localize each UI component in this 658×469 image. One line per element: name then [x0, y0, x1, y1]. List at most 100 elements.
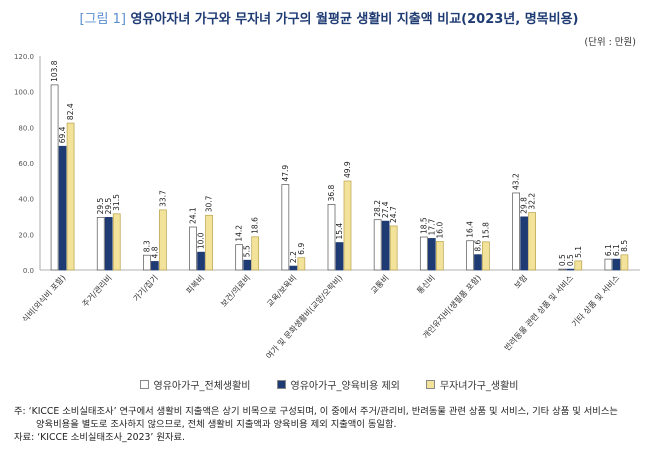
bar: [197, 251, 205, 271]
bar: [435, 241, 444, 271]
data-label: 29.5: [96, 197, 105, 214]
x-tick-label: 교통비: [369, 273, 390, 295]
unit-label: (단위 : 만원): [584, 37, 636, 48]
bar: [235, 244, 244, 271]
data-label: 29.5: [104, 197, 113, 214]
data-label: 30.7: [205, 195, 214, 212]
data-label: 49.9: [343, 161, 352, 178]
data-label: 82.4: [66, 103, 75, 120]
bar: [512, 192, 520, 271]
data-label: 6.9: [297, 243, 306, 255]
data-label: 6.1: [604, 244, 613, 256]
y-tick-label: 0.0: [23, 267, 34, 275]
bar: [335, 242, 344, 271]
data-label: 103.8: [50, 60, 59, 82]
footnote: 주: ‘KICCE 소비실태조사’ 연구에서 생활비 지출액은 상기 비목으로 …: [14, 405, 644, 444]
data-label: 31.5: [112, 194, 121, 211]
data-label: 18.5: [419, 217, 428, 234]
data-label: 0.5: [558, 254, 567, 266]
bar: [566, 268, 575, 271]
x-tick-label: 교육/보육비: [265, 273, 298, 308]
bar: [159, 209, 167, 271]
bar: [558, 268, 567, 271]
y-tick-label: 120.0: [14, 53, 34, 61]
data-label: 28.2: [373, 200, 382, 217]
data-label: 2.2: [289, 251, 298, 263]
bar: [604, 258, 613, 271]
data-label: 36.8: [327, 184, 336, 201]
data-label: 15.8: [481, 222, 490, 239]
bar: [419, 236, 428, 271]
bar: [104, 217, 113, 271]
data-label: 32.2: [528, 193, 537, 210]
bar: [427, 238, 436, 271]
bar: [520, 216, 528, 271]
bar: [243, 259, 252, 271]
x-tick-label: 식비(외식비 포함): [20, 273, 68, 325]
bar: [205, 214, 213, 271]
data-label: 15.4: [335, 223, 344, 240]
data-label: 47.9: [281, 165, 290, 182]
bar: [574, 260, 583, 271]
x-tick-label: 여가 및 문화생활비(교양/오락비): [264, 273, 345, 361]
legend-label-2: 영유아가구_양육비용 제외: [290, 381, 400, 392]
data-label: 14.2: [235, 225, 244, 242]
legend-item-2: 영유아가구_양육비용 제외: [276, 377, 400, 392]
data-label: 69.4: [58, 126, 67, 143]
data-label: 5.1: [574, 246, 583, 258]
y-tick-label: 80.0: [18, 124, 34, 132]
data-label: 6.1: [612, 244, 621, 256]
bar: [620, 254, 629, 271]
y-tick-label: 40.0: [18, 196, 34, 204]
figure-label: [그림 1]: [79, 12, 126, 27]
legend-item-3: 무자녀가구_생활비: [425, 377, 519, 392]
bar: [289, 265, 298, 271]
bar: [389, 225, 398, 271]
legend: 영유아가구_전체생활비 영유아가구_양육비용 제외 무자녀가구_생활비: [0, 377, 658, 392]
data-label: 16.0: [435, 222, 444, 239]
bar: [58, 145, 67, 271]
bar: [343, 180, 352, 271]
footnote-line-1: 주: ‘KICCE 소비실태조사’ 연구에서 생활비 지출액은 상기 비목으로 …: [14, 406, 618, 417]
bar: [143, 254, 151, 271]
bar: [96, 217, 105, 271]
y-tick-label: 20.0: [18, 231, 34, 239]
bar: [112, 213, 121, 271]
data-label: 29.8: [520, 197, 529, 214]
data-label: 27.4: [381, 201, 390, 218]
data-label: 24.7: [389, 206, 398, 223]
bar: [50, 84, 59, 271]
data-label: 0.5: [566, 254, 575, 266]
x-tick-label: 피복비: [185, 273, 206, 295]
bar: [373, 219, 382, 271]
bar: [189, 226, 197, 271]
bar: [466, 240, 474, 271]
source-line: 자료: ‘KICCE 소비실태조사_2023’ 원자료.: [14, 432, 185, 443]
chart-title: [그림 1] 영유아자녀 가구와 무자녀 가구의 월평균 생활비 지출액 비교(…: [0, 8, 658, 27]
legend-item-1: 영유아가구_전체생활비: [139, 377, 251, 392]
x-tick-label: 주거/관리비: [80, 273, 114, 309]
bar: [612, 258, 621, 271]
bar: [381, 220, 390, 271]
y-tick-label: 100.0: [14, 89, 34, 97]
data-label: 4.8: [150, 246, 159, 258]
bar: [297, 257, 306, 271]
bar: [482, 241, 490, 271]
legend-label-1: 영유아가구_전체생활비: [153, 381, 251, 392]
bar: [327, 204, 336, 271]
bar: [66, 122, 75, 271]
bar: [251, 236, 260, 271]
data-label: 18.6: [251, 217, 260, 234]
bar: [281, 184, 290, 271]
data-label: 33.7: [158, 190, 167, 207]
data-label: 43.2: [512, 173, 521, 190]
legend-label-3: 무자녀가구_생활비: [439, 381, 519, 392]
chart-title-text: 영유아자녀 가구와 무자녀 가구의 월평균 생활비 지출액 비교(2023년, …: [130, 12, 579, 27]
data-label: 16.4: [465, 221, 474, 238]
data-label: 17.7: [427, 219, 436, 236]
legend-swatch-2: [276, 380, 286, 389]
data-label: 24.1: [189, 207, 198, 224]
footnote-line-2: 양육비용을 별도로 조사하지 않으므로, 전체 생활비 지출액과 양육비용 제외…: [36, 419, 397, 430]
bar-chart: 0.0 20.0 40.0 60.0 80.0 100.0 120.0 103.8 69.4 82…: [14, 53, 640, 361]
bar: [151, 261, 159, 271]
